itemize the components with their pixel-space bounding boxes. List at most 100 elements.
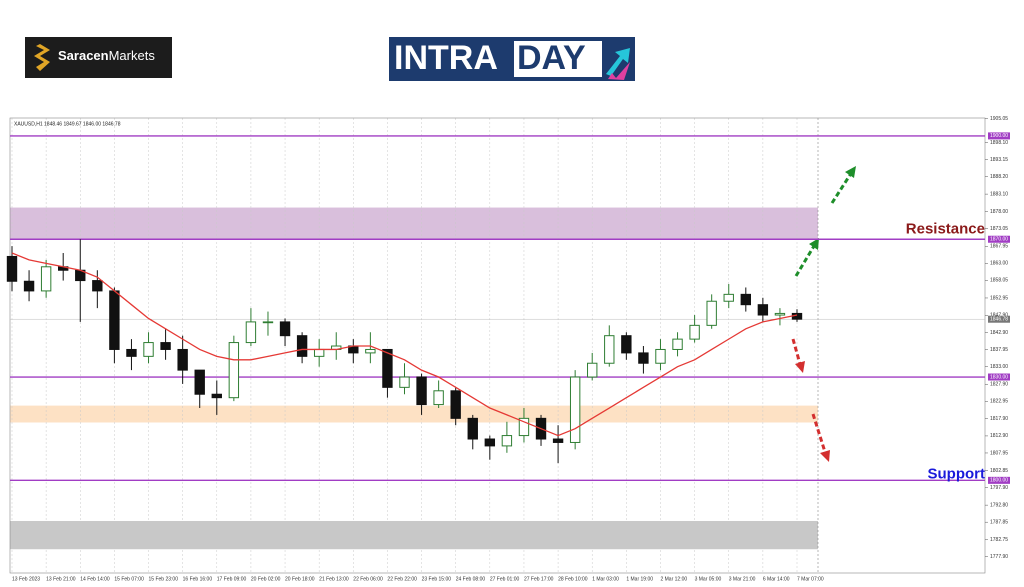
x-tick-label: 15 Feb 23:00 [149,576,179,582]
candle-body [484,438,496,447]
candle-body [126,348,137,357]
x-tick-label: 16 Feb 16:00 [183,576,213,582]
x-tick-label: 13 Feb 21:00 [46,576,76,582]
x-tick-label: 28 Feb 10:00 [558,576,588,582]
candle-body [6,255,18,282]
brand-logo [25,37,172,78]
last-price-tag [988,315,1010,323]
y-tick-label: 1802.85 [990,468,1008,474]
arrow-head [795,361,805,373]
y-tick-label: 1867.95 [990,244,1008,250]
candle-body [160,342,171,350]
candle-body [723,293,734,302]
y-tick-label: 1782.75 [990,537,1008,543]
level-label: 1870.00 [990,237,1008,243]
x-tick-label: 2 Mar 12:00 [660,576,687,582]
y-tick-label: 1883.10 [990,191,1008,197]
level-label: 1900.00 [990,133,1008,139]
level-tag [988,132,1010,140]
x-tick-label: 15 Feb 07:00 [114,576,144,582]
y-tick-label: 1858.05 [990,278,1008,284]
arrow-down [791,338,802,365]
x-tick-label: 17 Feb 09:00 [217,576,247,582]
plot-frame [9,117,986,574]
candle-body [638,352,649,364]
brand-b: Markets [109,48,156,63]
level-tag [988,373,1010,381]
x-tick-label: 24 Feb 08:00 [456,576,486,582]
y-tick-label: 1888.20 [990,174,1008,180]
candle-body [501,435,513,447]
candle-body [433,390,444,406]
x-tick-label: 6 Mar 14:00 [763,576,790,582]
candle-body [296,335,308,357]
level-tag [988,476,1010,484]
y-tick-label: 1863.00 [990,261,1008,267]
level-label: 1800.00 [990,478,1008,484]
y-tick-label: 1837.95 [990,347,1008,353]
arrow-head [845,166,856,178]
arrow-up [830,174,852,204]
brand-a: Saracen [58,48,109,63]
last-price-label: 1846.78 [990,317,1008,323]
candle-body [382,348,393,388]
candle-body [467,417,478,440]
y-tick-label: 1797.90 [990,485,1008,491]
arrow-head [809,238,819,250]
y-tick-label: 1833.00 [990,364,1008,370]
arrow-up [794,245,816,277]
candle-body [92,280,103,292]
x-tick-label: 3 Mar 21:00 [729,576,756,582]
symbol-info: XAUUSD,H1 1848.46 1849.67 1846.00 1846.7… [14,121,121,127]
candle-body [621,335,632,354]
x-tick-label: 1 Mar 03:00 [592,576,619,582]
candle-body [757,304,769,316]
y-tick-label: 1792.80 [990,502,1008,508]
x-tick-label: 22 Feb 22:00 [387,576,417,582]
candle-body [774,312,786,316]
candle-body [211,393,222,399]
x-tick-label: 20 Feb 02:00 [251,576,281,582]
candle-body [365,348,376,354]
x-tick-label: 27 Feb 17:00 [524,576,554,582]
y-tick-label: 1852.95 [990,295,1008,301]
x-tick-label: 21 Feb 13:00 [319,576,349,582]
title-a: INTRA [394,39,498,77]
annotation: Support [928,465,986,482]
x-tick-label: 7 Mar 07:00 [797,576,824,582]
zone [10,405,818,423]
candle-body [313,348,325,357]
y-tick-label: 1847.90 [990,313,1008,319]
x-tick-label: 20 Feb 18:00 [285,576,315,582]
y-tick-label: 1812.90 [990,433,1008,439]
level-tag [988,235,1010,243]
candle-body [279,321,291,337]
y-tick-label: 1777.90 [990,554,1008,560]
brand-name: SaracenMarkets [58,48,155,63]
candle-body [245,321,257,344]
candle-body [399,376,410,388]
title-b: DAY [517,39,586,77]
y-tick-label: 1787.85 [990,520,1008,526]
candle-body [655,348,666,364]
y-tick-label: 1893.15 [990,157,1008,163]
candle-body [143,342,154,357]
y-tick-label: 1827.90 [990,382,1008,388]
y-tick-label: 1807.95 [990,450,1008,456]
candle-body [569,376,581,443]
y-tick-label: 1842.90 [990,330,1008,336]
candle-body [23,280,35,292]
title-arrow-up [606,48,630,76]
candle-body [706,300,717,326]
title-b-box [514,41,602,77]
zone [10,207,818,240]
candle-body [604,335,615,364]
title-arrow-down [608,62,630,80]
candle-body [552,438,564,443]
candle-body [228,342,240,399]
candle-body [672,338,683,350]
arrows [791,174,852,453]
moving-average [11,252,798,437]
y-tick-label: 1898.10 [990,140,1008,146]
